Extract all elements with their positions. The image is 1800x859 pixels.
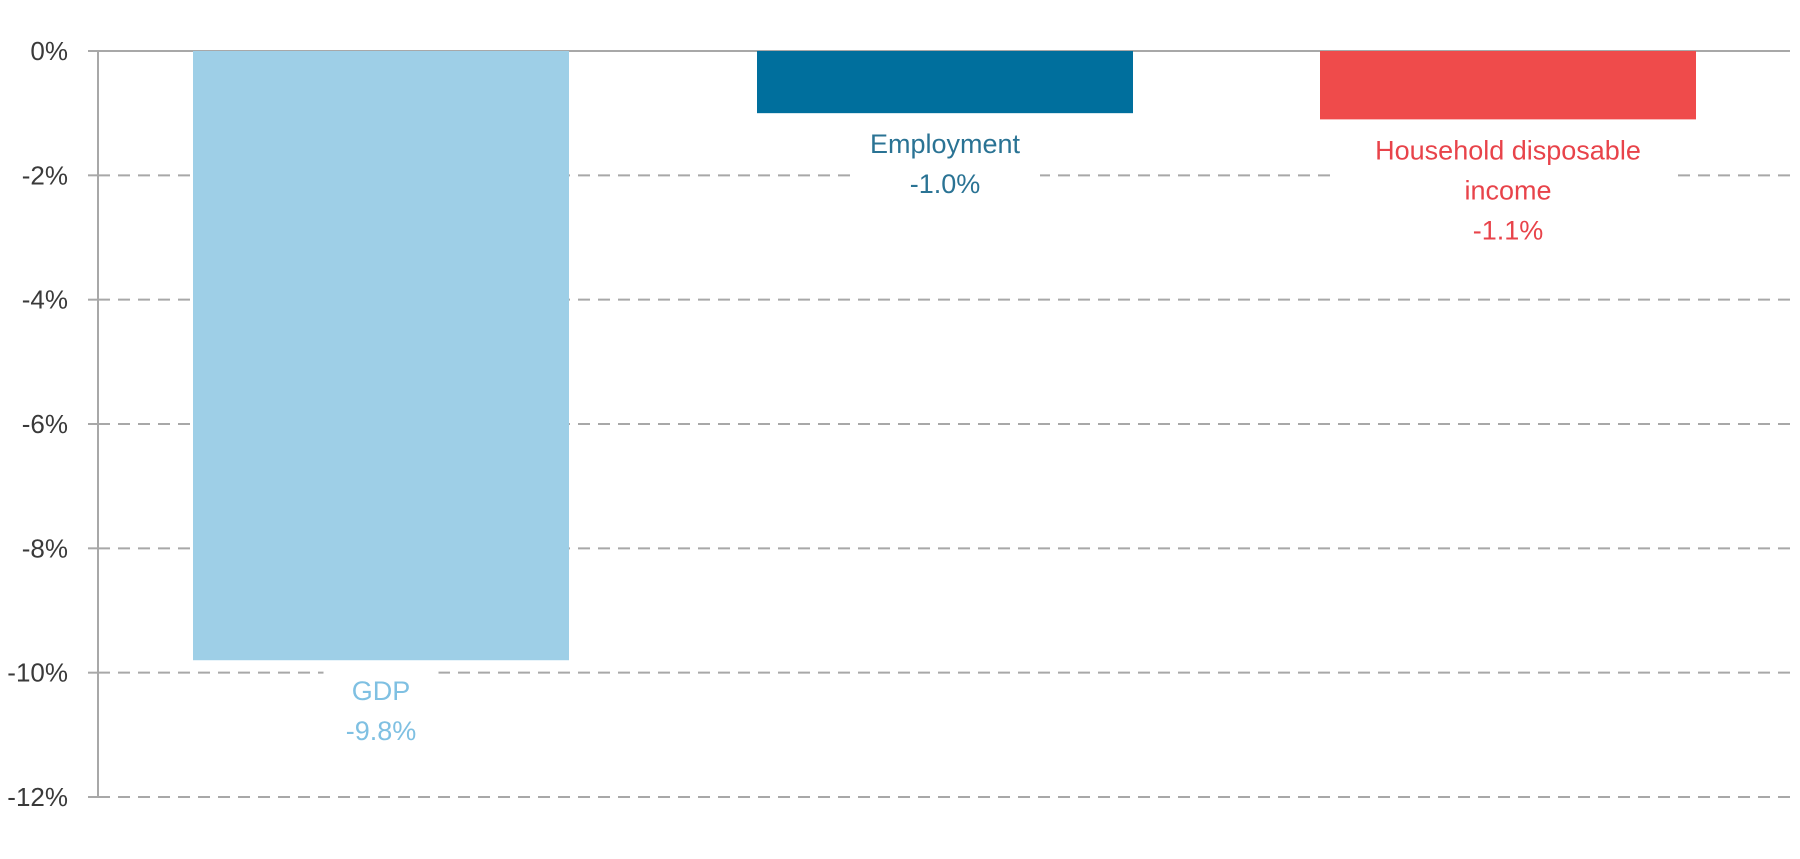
bar <box>1320 51 1696 120</box>
bar-value-label: -9.8% <box>346 716 417 746</box>
bar-category-label: Household disposable <box>1375 135 1641 165</box>
y-tick-label: -2% <box>22 160 68 190</box>
y-tick-label: -12% <box>7 782 68 812</box>
bar-category-label: income <box>1464 175 1551 205</box>
bar <box>757 51 1133 114</box>
bar-value-label: -1.1% <box>1473 215 1544 245</box>
axis-layer: 0% -2% -4% -6% -8% -10% -12% <box>7 36 99 812</box>
bar-label-background <box>1338 125 1678 254</box>
bar-category-label: GDP <box>352 676 411 706</box>
bar-label-background <box>850 119 1040 208</box>
bar-value-label: -1.0% <box>910 169 981 199</box>
labels-layer: GDP -9.8% Employment -1.0% Household disposa… <box>323 119 1678 755</box>
bar-label-background <box>323 666 439 755</box>
y-tick-label: -8% <box>22 533 68 563</box>
bar <box>193 51 569 661</box>
y-tick-label: -10% <box>7 658 68 688</box>
bar-category-label: Employment <box>870 129 1021 159</box>
y-tick-label: 0% <box>30 36 68 66</box>
y-tick-label: -6% <box>22 409 68 439</box>
y-tick-label: -4% <box>22 285 68 315</box>
bars-layer <box>193 51 1696 661</box>
